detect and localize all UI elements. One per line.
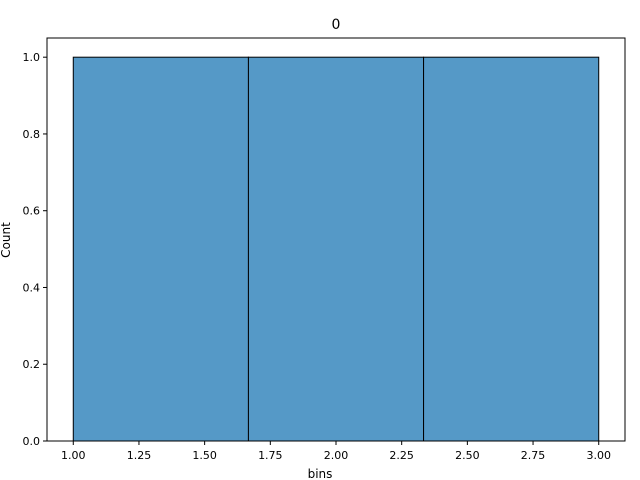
bars: [72, 56, 600, 442]
x-ticks: 1.00 1.25 1.50 1.75 2.00 2.25 2.50 2.75 3.00: [61, 441, 611, 462]
y-ticks: 0.0 0.2 0.4 0.6 0.8 1.0: [23, 51, 47, 448]
y-tick-label: 0.0: [23, 435, 41, 448]
x-tick-label: 1.50: [192, 449, 217, 462]
bar-0: [72, 56, 249, 442]
y-tick-label: 0.8: [23, 128, 41, 141]
y-tick-label: 0.6: [23, 205, 41, 218]
x-tick-label: 2.00: [324, 449, 349, 462]
x-tick-label: 1.75: [258, 449, 283, 462]
x-tick-label: 2.50: [455, 449, 480, 462]
bar-1: [247, 56, 425, 442]
x-axis-label: bins: [308, 467, 333, 480]
y-tick-label: 0.2: [23, 358, 41, 371]
y-tick-label: 1.0: [23, 51, 41, 64]
x-tick-label: 1.00: [61, 449, 86, 462]
bar-2: [423, 56, 600, 442]
x-tick-label: 3.00: [586, 449, 611, 462]
x-tick-label: 2.25: [389, 449, 414, 462]
x-tick-label: 2.75: [521, 449, 546, 462]
chart-title: 0: [332, 17, 341, 33]
y-tick-label: 0.4: [23, 281, 41, 294]
y-axis-label: Count: [0, 222, 13, 258]
x-tick-label: 1.25: [127, 449, 152, 462]
